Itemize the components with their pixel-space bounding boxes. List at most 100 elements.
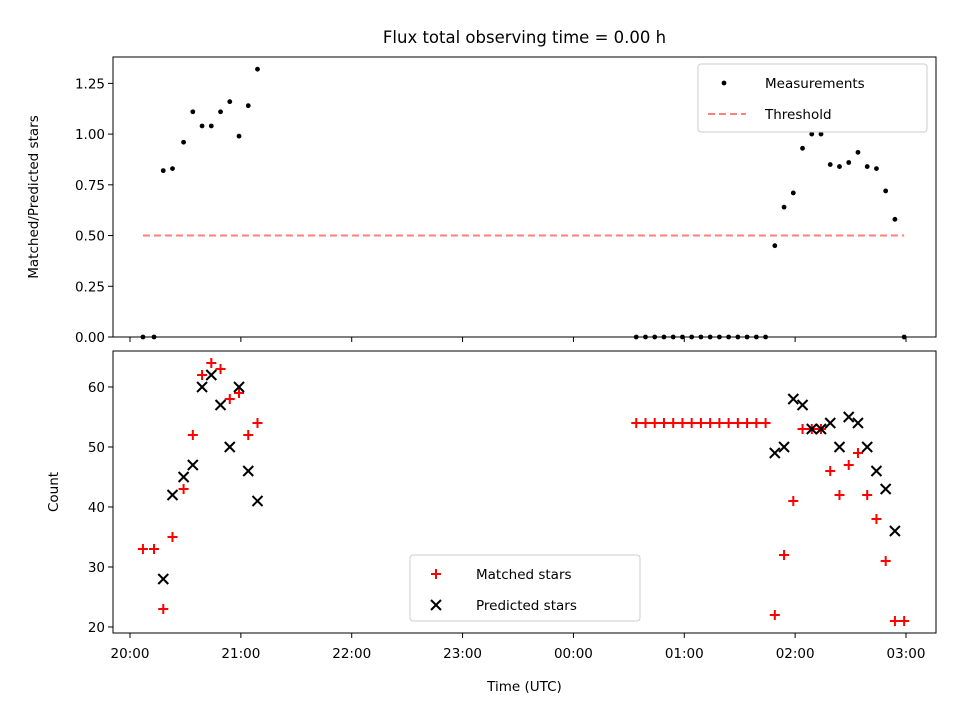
data-point — [649, 418, 660, 428]
data-point — [751, 418, 762, 428]
data-point — [825, 466, 836, 476]
data-point — [218, 109, 223, 115]
data-point — [233, 381, 245, 393]
data-point — [827, 162, 833, 167]
data-point — [809, 131, 815, 137]
data-point — [224, 441, 236, 453]
data-point — [187, 430, 198, 440]
data-point — [790, 190, 796, 196]
data-point — [242, 465, 254, 477]
data-point — [187, 459, 199, 471]
data-point — [705, 418, 716, 428]
data-point — [781, 204, 787, 210]
y-tick-label: 0.25 — [75, 279, 105, 295]
data-point — [723, 418, 734, 428]
legend: Matched stars Predicted stars — [409, 554, 641, 622]
top-panel: 0.00 0.25 0.50 0.75 1.00 1.25 Matched/Predicte… — [26, 56, 937, 346]
data-point — [815, 423, 827, 435]
y-tick-label: 1.00 — [75, 127, 105, 143]
data-point — [245, 103, 251, 109]
data-point — [760, 418, 771, 428]
data-point — [170, 166, 175, 171]
x-tick-label: 23:00 — [443, 646, 482, 662]
x-tick-label: 01:00 — [665, 646, 704, 662]
data-point — [214, 399, 227, 411]
data-point — [769, 447, 781, 459]
data-point — [157, 573, 169, 585]
y-tick-label: 20 — [88, 620, 105, 636]
y-tick-label: 30 — [88, 560, 105, 576]
plot-frame — [112, 56, 937, 338]
data-point — [855, 149, 861, 155]
data-point — [732, 418, 743, 428]
data-point — [870, 465, 883, 477]
legend-label: Predicted stars — [476, 598, 577, 614]
data-point — [880, 556, 891, 566]
data-point — [779, 550, 790, 560]
data-point — [846, 160, 852, 165]
x-tick-label: 03:00 — [887, 646, 926, 662]
data-point — [668, 418, 679, 428]
data-point — [251, 495, 264, 507]
data-point — [196, 381, 208, 393]
data-point — [806, 423, 818, 435]
data-point — [215, 364, 226, 374]
data-point — [197, 370, 208, 380]
x-axis-label: Time (UTC) — [486, 679, 562, 695]
data-point — [824, 417, 836, 429]
data-point — [631, 418, 642, 428]
data-point — [787, 393, 800, 405]
data-point — [892, 216, 898, 222]
legend-label: Measurements — [765, 76, 865, 92]
data-point — [861, 441, 873, 453]
y-tick-label: 0.75 — [75, 178, 105, 194]
data-point — [206, 358, 217, 368]
data-point — [889, 616, 900, 626]
data-point — [769, 610, 780, 620]
data-point — [714, 418, 725, 428]
data-point — [160, 168, 166, 174]
legend-box — [697, 63, 928, 133]
data-point — [166, 489, 179, 501]
x-tick-label: 02:00 — [776, 646, 815, 662]
data-point — [843, 460, 854, 470]
data-point — [190, 109, 196, 115]
data-point — [852, 448, 863, 458]
data-point — [852, 417, 864, 429]
data-point — [243, 430, 254, 440]
data-point — [205, 369, 218, 381]
data-point — [742, 418, 753, 428]
data-point — [252, 418, 263, 428]
y-tick-label: 0.00 — [75, 330, 105, 346]
data-point — [843, 411, 855, 423]
data-point — [177, 471, 190, 483]
data-point — [899, 616, 910, 626]
legend: Measurements Threshold — [697, 63, 928, 133]
data-point — [149, 544, 160, 554]
data-point — [695, 418, 706, 428]
chart-title: Flux total observing time = 0.00 h — [383, 28, 666, 47]
data-point — [181, 139, 186, 145]
x-tick-label: 00:00 — [554, 646, 593, 662]
legend-box — [409, 554, 641, 622]
data-point — [686, 418, 697, 428]
data-point — [721, 80, 727, 86]
data-point — [234, 388, 245, 398]
data-point — [430, 599, 442, 611]
data-point — [818, 131, 824, 137]
x-tick-label: 22:00 — [332, 646, 371, 662]
data-point — [834, 490, 845, 500]
data-point — [658, 418, 669, 428]
data-point — [862, 490, 873, 500]
data-point — [255, 66, 260, 72]
data-point — [864, 164, 870, 169]
data-point — [236, 133, 242, 139]
data-point — [778, 441, 790, 453]
data-point — [158, 604, 169, 614]
legend-label: Matched stars — [476, 567, 572, 583]
bottom-panel: 20 30 40 50 60 20:00 21:00 22:00 23:00 00:00 01:00… — [46, 350, 937, 662]
data-point — [797, 424, 808, 434]
data-point — [800, 145, 805, 151]
data-point — [772, 243, 778, 249]
data-point — [208, 123, 214, 129]
